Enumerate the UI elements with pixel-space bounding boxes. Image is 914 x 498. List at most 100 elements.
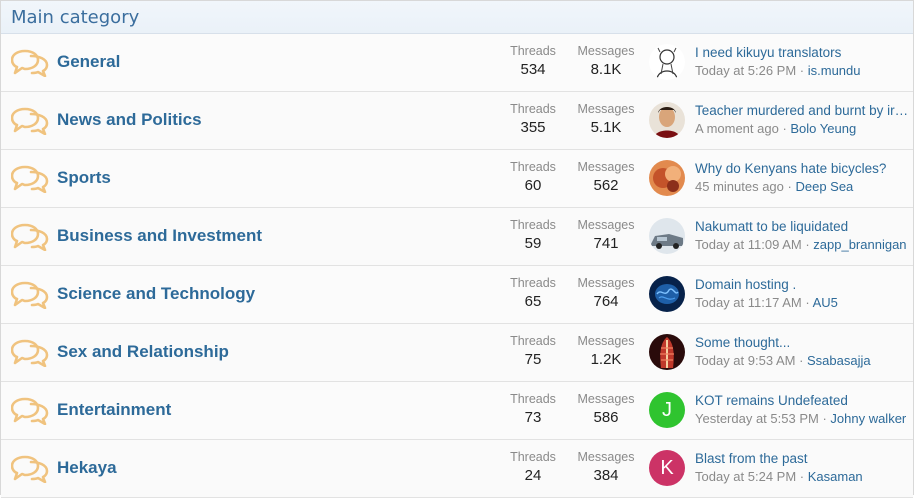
latest-time[interactable]: Today at 5:24 PM (695, 469, 797, 484)
threads-count: 73 (524, 409, 542, 426)
latest-user[interactable]: Johny walker (830, 411, 907, 426)
avatar[interactable] (649, 218, 685, 254)
threads-count: 65 (524, 293, 542, 310)
forum-row: Sex and Relationship Threads 75 Messages… (1, 324, 913, 382)
threads-label: Threads (510, 102, 556, 116)
latest-time[interactable]: A moment ago (695, 121, 779, 136)
meta-separator: · (796, 63, 808, 78)
messages-stat: Messages 586 (573, 392, 639, 426)
messages-label: Messages (577, 276, 635, 290)
avatar[interactable]: J (649, 392, 685, 428)
latest-thread-link[interactable]: KOT remains Undefeated (695, 393, 848, 408)
latest-user[interactable]: Deep Sea (795, 179, 854, 194)
meta-separator: · (796, 469, 808, 484)
forum-row: Sports Threads 60 Messages 562 Why do Ke… (1, 150, 913, 208)
threads-stat: Threads 60 (503, 160, 563, 194)
latest-meta: Today at 11:17 AM · AU5 (695, 295, 911, 310)
messages-stat: Messages 562 (573, 160, 639, 194)
avatar[interactable] (649, 160, 685, 196)
category-header[interactable]: Main category (1, 1, 913, 34)
latest-time[interactable]: Today at 9:53 AM (695, 353, 796, 368)
latest-thread-link[interactable]: Nakumatt to be liquidated (695, 219, 849, 234)
threads-stat: Threads 59 (503, 218, 563, 252)
forum-title[interactable]: Hekaya (57, 458, 117, 477)
meta-separator: · (795, 353, 808, 368)
latest-user[interactable]: Bolo Yeung (790, 121, 857, 136)
forum-title[interactable]: Sex and Relationship (57, 342, 229, 361)
forum-title[interactable]: General (57, 52, 121, 71)
messages-label: Messages (577, 450, 635, 464)
messages-count: 5.1K (590, 119, 622, 136)
latest-thread-link[interactable]: I need kikuyu translators (695, 45, 842, 60)
threads-count: 24 (524, 467, 542, 484)
forum-row: Hekaya Threads 24 Messages 384 K Blast f… (1, 440, 913, 498)
meta-separator: · (801, 237, 814, 252)
latest-thread-link[interactable]: Some thought... (695, 335, 791, 350)
forum-row: Business and Investment Threads 59 Messa… (1, 208, 913, 266)
latest-meta: Yesterday at 5:53 PM · Johny walker (695, 411, 911, 426)
messages-stat: Messages 8.1K (573, 44, 639, 78)
avatar[interactable]: K (649, 450, 685, 486)
latest-user[interactable]: is.mundu (807, 63, 861, 78)
forum-title[interactable]: Business and Investment (57, 226, 263, 245)
threads-stat: Threads 65 (503, 276, 563, 310)
threads-count: 59 (524, 235, 542, 252)
forum-list: General Threads 534 Messages 8.1K I need… (1, 34, 913, 498)
speech-bubbles-icon (10, 455, 49, 484)
threads-label: Threads (510, 450, 556, 464)
latest-meta: A moment ago · Bolo Yeung (695, 121, 911, 136)
messages-count: 562 (593, 177, 619, 194)
latest-user[interactable]: Kasaman (807, 469, 863, 484)
latest-thread-link[interactable]: Why do Kenyans hate bicycles? (695, 161, 887, 176)
speech-bubbles-icon (10, 281, 49, 310)
avatar[interactable] (649, 102, 685, 138)
category-title[interactable]: Main category (11, 6, 140, 28)
threads-label: Threads (510, 218, 556, 232)
latest-time[interactable]: Today at 11:09 AM (695, 237, 802, 252)
latest-user[interactable]: Ssabasajja (807, 353, 871, 368)
latest-post: Nakumatt to be liquidated Today at 11:09… (695, 219, 911, 252)
latest-thread-link[interactable]: Blast from the past (695, 451, 808, 466)
threads-stat: Threads 75 (503, 334, 563, 368)
forum-row: General Threads 534 Messages 8.1K I need… (1, 34, 913, 92)
latest-meta: 45 minutes ago · Deep Sea (695, 179, 911, 194)
forum-row: Science and Technology Threads 65 Messag… (1, 266, 913, 324)
speech-bubbles-icon (10, 107, 49, 136)
latest-post: Some thought... Today at 9:53 AM · Ssaba… (695, 335, 911, 368)
forum-title[interactable]: Sports (57, 168, 111, 187)
messages-stat: Messages 5.1K (573, 102, 639, 136)
messages-stat: Messages 1.2K (573, 334, 639, 368)
latest-user[interactable]: AU5 (812, 295, 838, 310)
speech-bubbles-icon (10, 223, 49, 252)
speech-bubbles-icon (10, 339, 49, 368)
avatar-letter: K (660, 456, 674, 479)
latest-time[interactable]: Today at 11:17 AM (695, 295, 802, 310)
avatar-letter: J (662, 398, 672, 421)
messages-count: 741 (593, 235, 619, 252)
avatar[interactable] (649, 276, 685, 312)
latest-thread-link[interactable]: Domain hosting . (695, 277, 797, 292)
meta-separator: · (778, 121, 791, 136)
speech-bubbles-icon (10, 397, 49, 426)
forum-title[interactable]: Science and Technology (57, 284, 256, 303)
messages-count: 586 (593, 409, 619, 426)
forum-title[interactable]: News and Politics (57, 110, 202, 129)
messages-count: 8.1K (590, 61, 622, 78)
latest-time[interactable]: Today at 5:26 PM (695, 63, 797, 78)
forum-title[interactable]: Entertainment (57, 400, 172, 419)
messages-stat: Messages 764 (573, 276, 639, 310)
forum-row: Entertainment Threads 73 Messages 586 J … (1, 382, 913, 440)
threads-count: 75 (524, 351, 542, 368)
speech-bubbles-icon (10, 165, 49, 194)
messages-label: Messages (577, 102, 635, 116)
meta-separator: · (783, 179, 796, 194)
messages-stat: Messages 384 (573, 450, 639, 484)
messages-label: Messages (577, 334, 635, 348)
latest-time[interactable]: 45 minutes ago (695, 179, 784, 194)
latest-thread-link[interactable]: Teacher murdered and burnt by irate... (695, 103, 911, 118)
avatar[interactable] (649, 44, 685, 80)
avatar[interactable] (649, 334, 685, 370)
latest-user[interactable]: zapp_brannigan (813, 237, 907, 252)
latest-time[interactable]: Yesterday at 5:53 PM (695, 411, 819, 426)
